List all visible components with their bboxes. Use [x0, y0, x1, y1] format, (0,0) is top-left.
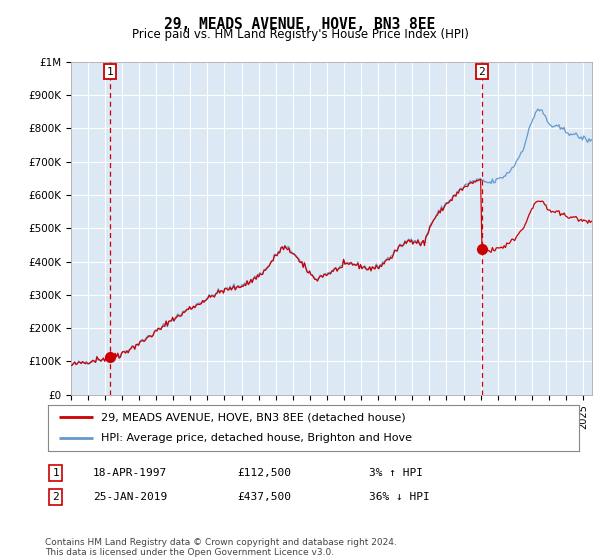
Text: 1: 1 — [107, 67, 113, 77]
Text: 2: 2 — [52, 492, 59, 502]
Text: 18-APR-1997: 18-APR-1997 — [93, 468, 167, 478]
Text: 36% ↓ HPI: 36% ↓ HPI — [369, 492, 430, 502]
Text: Contains HM Land Registry data © Crown copyright and database right 2024.
This d: Contains HM Land Registry data © Crown c… — [45, 538, 397, 557]
Text: 3% ↑ HPI: 3% ↑ HPI — [369, 468, 423, 478]
Text: £437,500: £437,500 — [237, 492, 291, 502]
Text: 29, MEADS AVENUE, HOVE, BN3 8EE: 29, MEADS AVENUE, HOVE, BN3 8EE — [164, 17, 436, 32]
Text: Price paid vs. HM Land Registry's House Price Index (HPI): Price paid vs. HM Land Registry's House … — [131, 28, 469, 41]
Text: £112,500: £112,500 — [237, 468, 291, 478]
Text: 29, MEADS AVENUE, HOVE, BN3 8EE (detached house): 29, MEADS AVENUE, HOVE, BN3 8EE (detache… — [101, 412, 406, 422]
Text: 25-JAN-2019: 25-JAN-2019 — [93, 492, 167, 502]
Text: 2: 2 — [478, 67, 485, 77]
Text: 1: 1 — [52, 468, 59, 478]
Text: HPI: Average price, detached house, Brighton and Hove: HPI: Average price, detached house, Brig… — [101, 433, 412, 444]
